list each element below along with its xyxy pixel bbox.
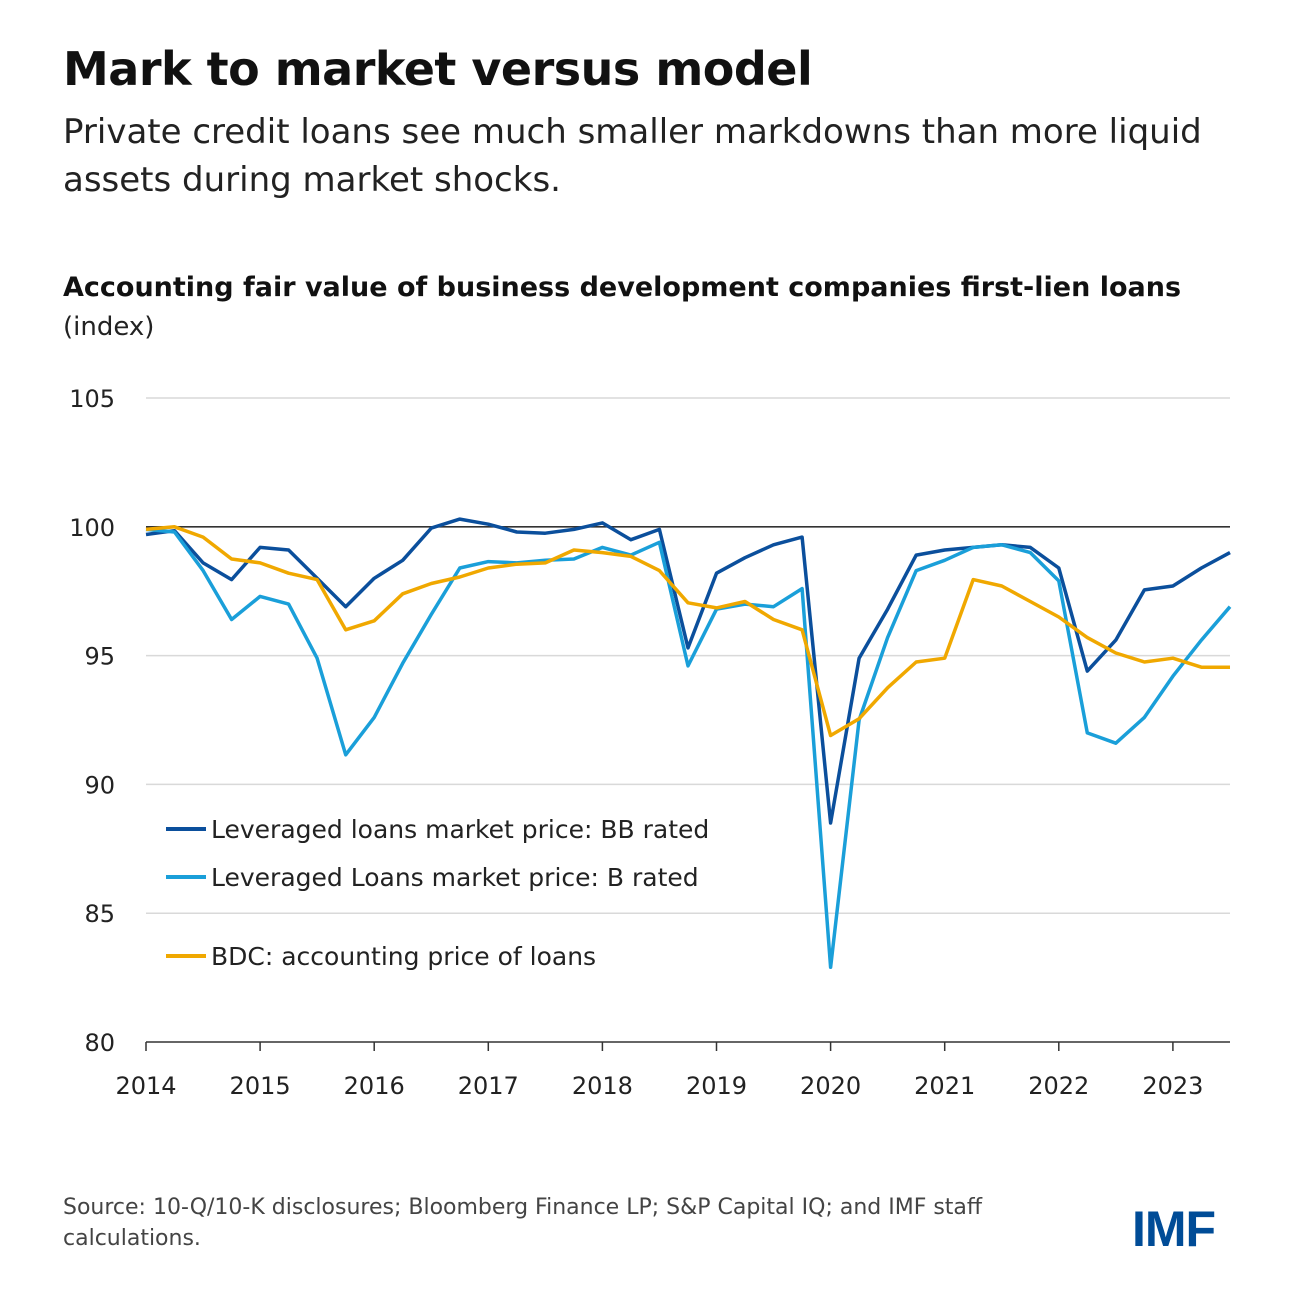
x-tick-label: 2016 <box>344 1072 405 1100</box>
page-title: Mark to market versus model <box>63 42 813 96</box>
x-tick-label: 2023 <box>1142 1072 1203 1100</box>
y-tick-label: 90 <box>84 771 115 799</box>
y-tick-label: 85 <box>84 900 115 928</box>
x-tick-label: 2015 <box>230 1072 291 1100</box>
x-tick-label: 2021 <box>914 1072 975 1100</box>
page-subtitle: Private credit loans see much smaller ma… <box>63 112 1202 200</box>
y-tick-label: 80 <box>84 1029 115 1057</box>
x-tick-label: 2014 <box>115 1072 176 1100</box>
source-note: Source: 10-Q/10-K disclosures; Bloomberg… <box>63 1195 983 1251</box>
legend-label-0: Leveraged loans market price: BB rated <box>211 815 709 844</box>
chart-title: Accounting fair value of business develo… <box>63 272 1182 303</box>
y-tick-label: 105 <box>69 385 115 413</box>
x-tick-label: 2017 <box>458 1072 519 1100</box>
y-tick-label: 95 <box>84 643 115 671</box>
y-tick-label: 100 <box>69 514 115 542</box>
y-axis-label: (index) <box>63 312 155 342</box>
series-line-1 <box>145 527 1232 970</box>
x-tick-label: 2019 <box>686 1072 747 1100</box>
legend-label-1: Leveraged Loans market price: B rated <box>211 863 699 892</box>
x-tick-label: 2018 <box>572 1072 633 1100</box>
legend-label-2: BDC: accounting price of loans <box>211 942 596 971</box>
imf-logo: IMF <box>1132 1201 1216 1257</box>
series-line-2 <box>145 525 1230 738</box>
x-tick-label: 2022 <box>1028 1072 1089 1100</box>
series-line-0 <box>145 517 1231 825</box>
x-tick-label: 2020 <box>800 1072 861 1100</box>
